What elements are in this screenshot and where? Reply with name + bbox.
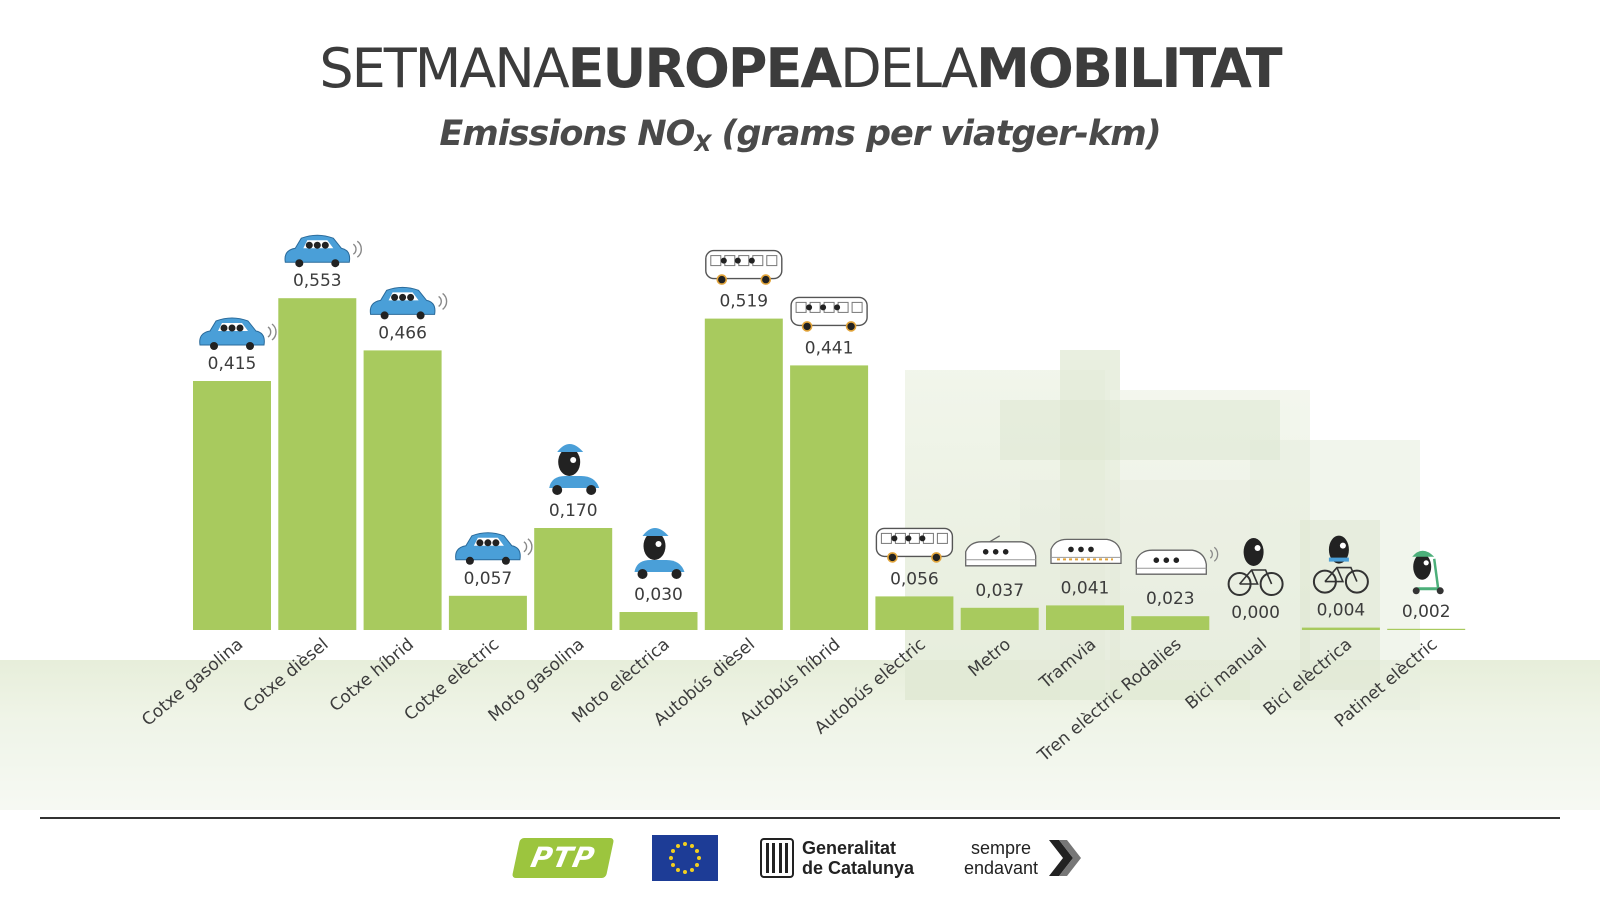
sempre-line1: sempre bbox=[970, 838, 1032, 858]
data-label: 0,041 bbox=[1061, 578, 1110, 598]
bar-bici-el-ctrica bbox=[1301, 627, 1380, 630]
generalitat-logo: Generalitat de Catalunya bbox=[760, 836, 930, 882]
title-part-mobilitat: MOBILITAT bbox=[976, 37, 1282, 100]
bar-moto-gasolina bbox=[534, 528, 613, 630]
data-label: 0,170 bbox=[549, 501, 598, 521]
data-label: 0,466 bbox=[378, 323, 427, 343]
title-part-setmana: SETMANA bbox=[319, 37, 569, 100]
bicycle-icon bbox=[1312, 535, 1369, 594]
bar-cotxe-gasolina bbox=[193, 381, 271, 630]
scooter-icon bbox=[549, 444, 600, 495]
data-label: 0,553 bbox=[293, 271, 342, 291]
data-label: 0,030 bbox=[634, 585, 683, 605]
data-label: 0,023 bbox=[1146, 589, 1195, 609]
eu-flag-logo bbox=[652, 835, 718, 881]
category-tick-label: Cotxe híbrid bbox=[326, 635, 418, 717]
title-part-europea: EUROPEA bbox=[567, 37, 842, 100]
subtitle-prefix: Emissions NO bbox=[439, 114, 695, 154]
car-icon bbox=[369, 286, 448, 320]
data-label: 0,056 bbox=[890, 569, 939, 589]
data-label: 0,002 bbox=[1402, 602, 1451, 622]
double-chevron-right-icon bbox=[1049, 840, 1081, 876]
ptp-logo: PTP bbox=[511, 838, 615, 878]
sempre-line2: endavant bbox=[963, 858, 1039, 878]
footer-logos: PTP Generalitat de Catalunya sempre endava… bbox=[0, 830, 1600, 890]
sempre-endavant-logo: sempre endavant bbox=[955, 836, 1095, 882]
data-label: 0,037 bbox=[975, 581, 1024, 601]
bar-moto-el-ctrica bbox=[619, 612, 698, 630]
data-label: 0,441 bbox=[805, 338, 854, 358]
train-icon bbox=[1135, 546, 1219, 575]
bar-autob-s-di-sel bbox=[704, 318, 783, 630]
data-label: 0,004 bbox=[1317, 601, 1366, 621]
chart-subtitle: Emissions NOX (grams per viatger-km) bbox=[0, 114, 1600, 157]
generalitat-line1: Generalitat bbox=[802, 838, 897, 858]
bar-tramvia bbox=[1046, 605, 1124, 630]
data-label: 0,057 bbox=[464, 569, 513, 589]
bar-tren-el-ctric-rodalies bbox=[1131, 616, 1210, 630]
category-tick-label: Cotxe gasolina bbox=[138, 635, 247, 731]
scooter-icon bbox=[634, 528, 685, 579]
bar-autob-s-el-ctric bbox=[875, 596, 954, 630]
subtitle-subscript: X bbox=[694, 132, 711, 157]
bar-metro bbox=[960, 607, 1039, 630]
car-icon bbox=[455, 532, 533, 565]
data-label: 0,415 bbox=[208, 354, 257, 374]
bar-cotxe-h-brid bbox=[363, 350, 442, 630]
footer-divider bbox=[40, 817, 1560, 819]
bar-cotxe-el-ctric bbox=[448, 595, 527, 630]
bus-icon bbox=[705, 249, 783, 285]
bar-patinet-el-ctric bbox=[1387, 628, 1466, 630]
generalitat-emblem-icon bbox=[760, 838, 794, 878]
category-tick-label: Tren elèctric Rodalies bbox=[1033, 634, 1185, 766]
generalitat-line2: de Catalunya bbox=[802, 858, 915, 878]
data-label: 0,000 bbox=[1231, 603, 1280, 623]
car-icon bbox=[284, 234, 362, 268]
bar-cotxe-di-sel bbox=[278, 298, 357, 630]
kick-scooter-icon bbox=[1412, 550, 1444, 595]
bicycle-icon bbox=[1227, 538, 1284, 596]
bus-icon bbox=[875, 527, 954, 563]
ptp-logo-label: PTP bbox=[528, 841, 599, 874]
category-tick-label: Metro bbox=[965, 635, 1015, 682]
title-part-dela: DELA bbox=[840, 37, 978, 100]
page-title: SETMANAEUROPEADELAMOBILITAT bbox=[0, 36, 1600, 102]
bus-icon bbox=[790, 296, 868, 332]
bar-autob-s-h-brid bbox=[790, 365, 869, 630]
car-icon bbox=[199, 317, 277, 350]
category-tick-label: Tramvia bbox=[1035, 635, 1100, 694]
subtitle-suffix: (grams per viatger-km) bbox=[710, 114, 1162, 154]
category-tick-label: Cotxe dièsel bbox=[240, 635, 333, 717]
tram-icon bbox=[1050, 538, 1122, 565]
metro-icon bbox=[965, 535, 1037, 567]
category-tick-label: Bici manual bbox=[1182, 635, 1271, 714]
data-label: 0,519 bbox=[719, 292, 768, 312]
